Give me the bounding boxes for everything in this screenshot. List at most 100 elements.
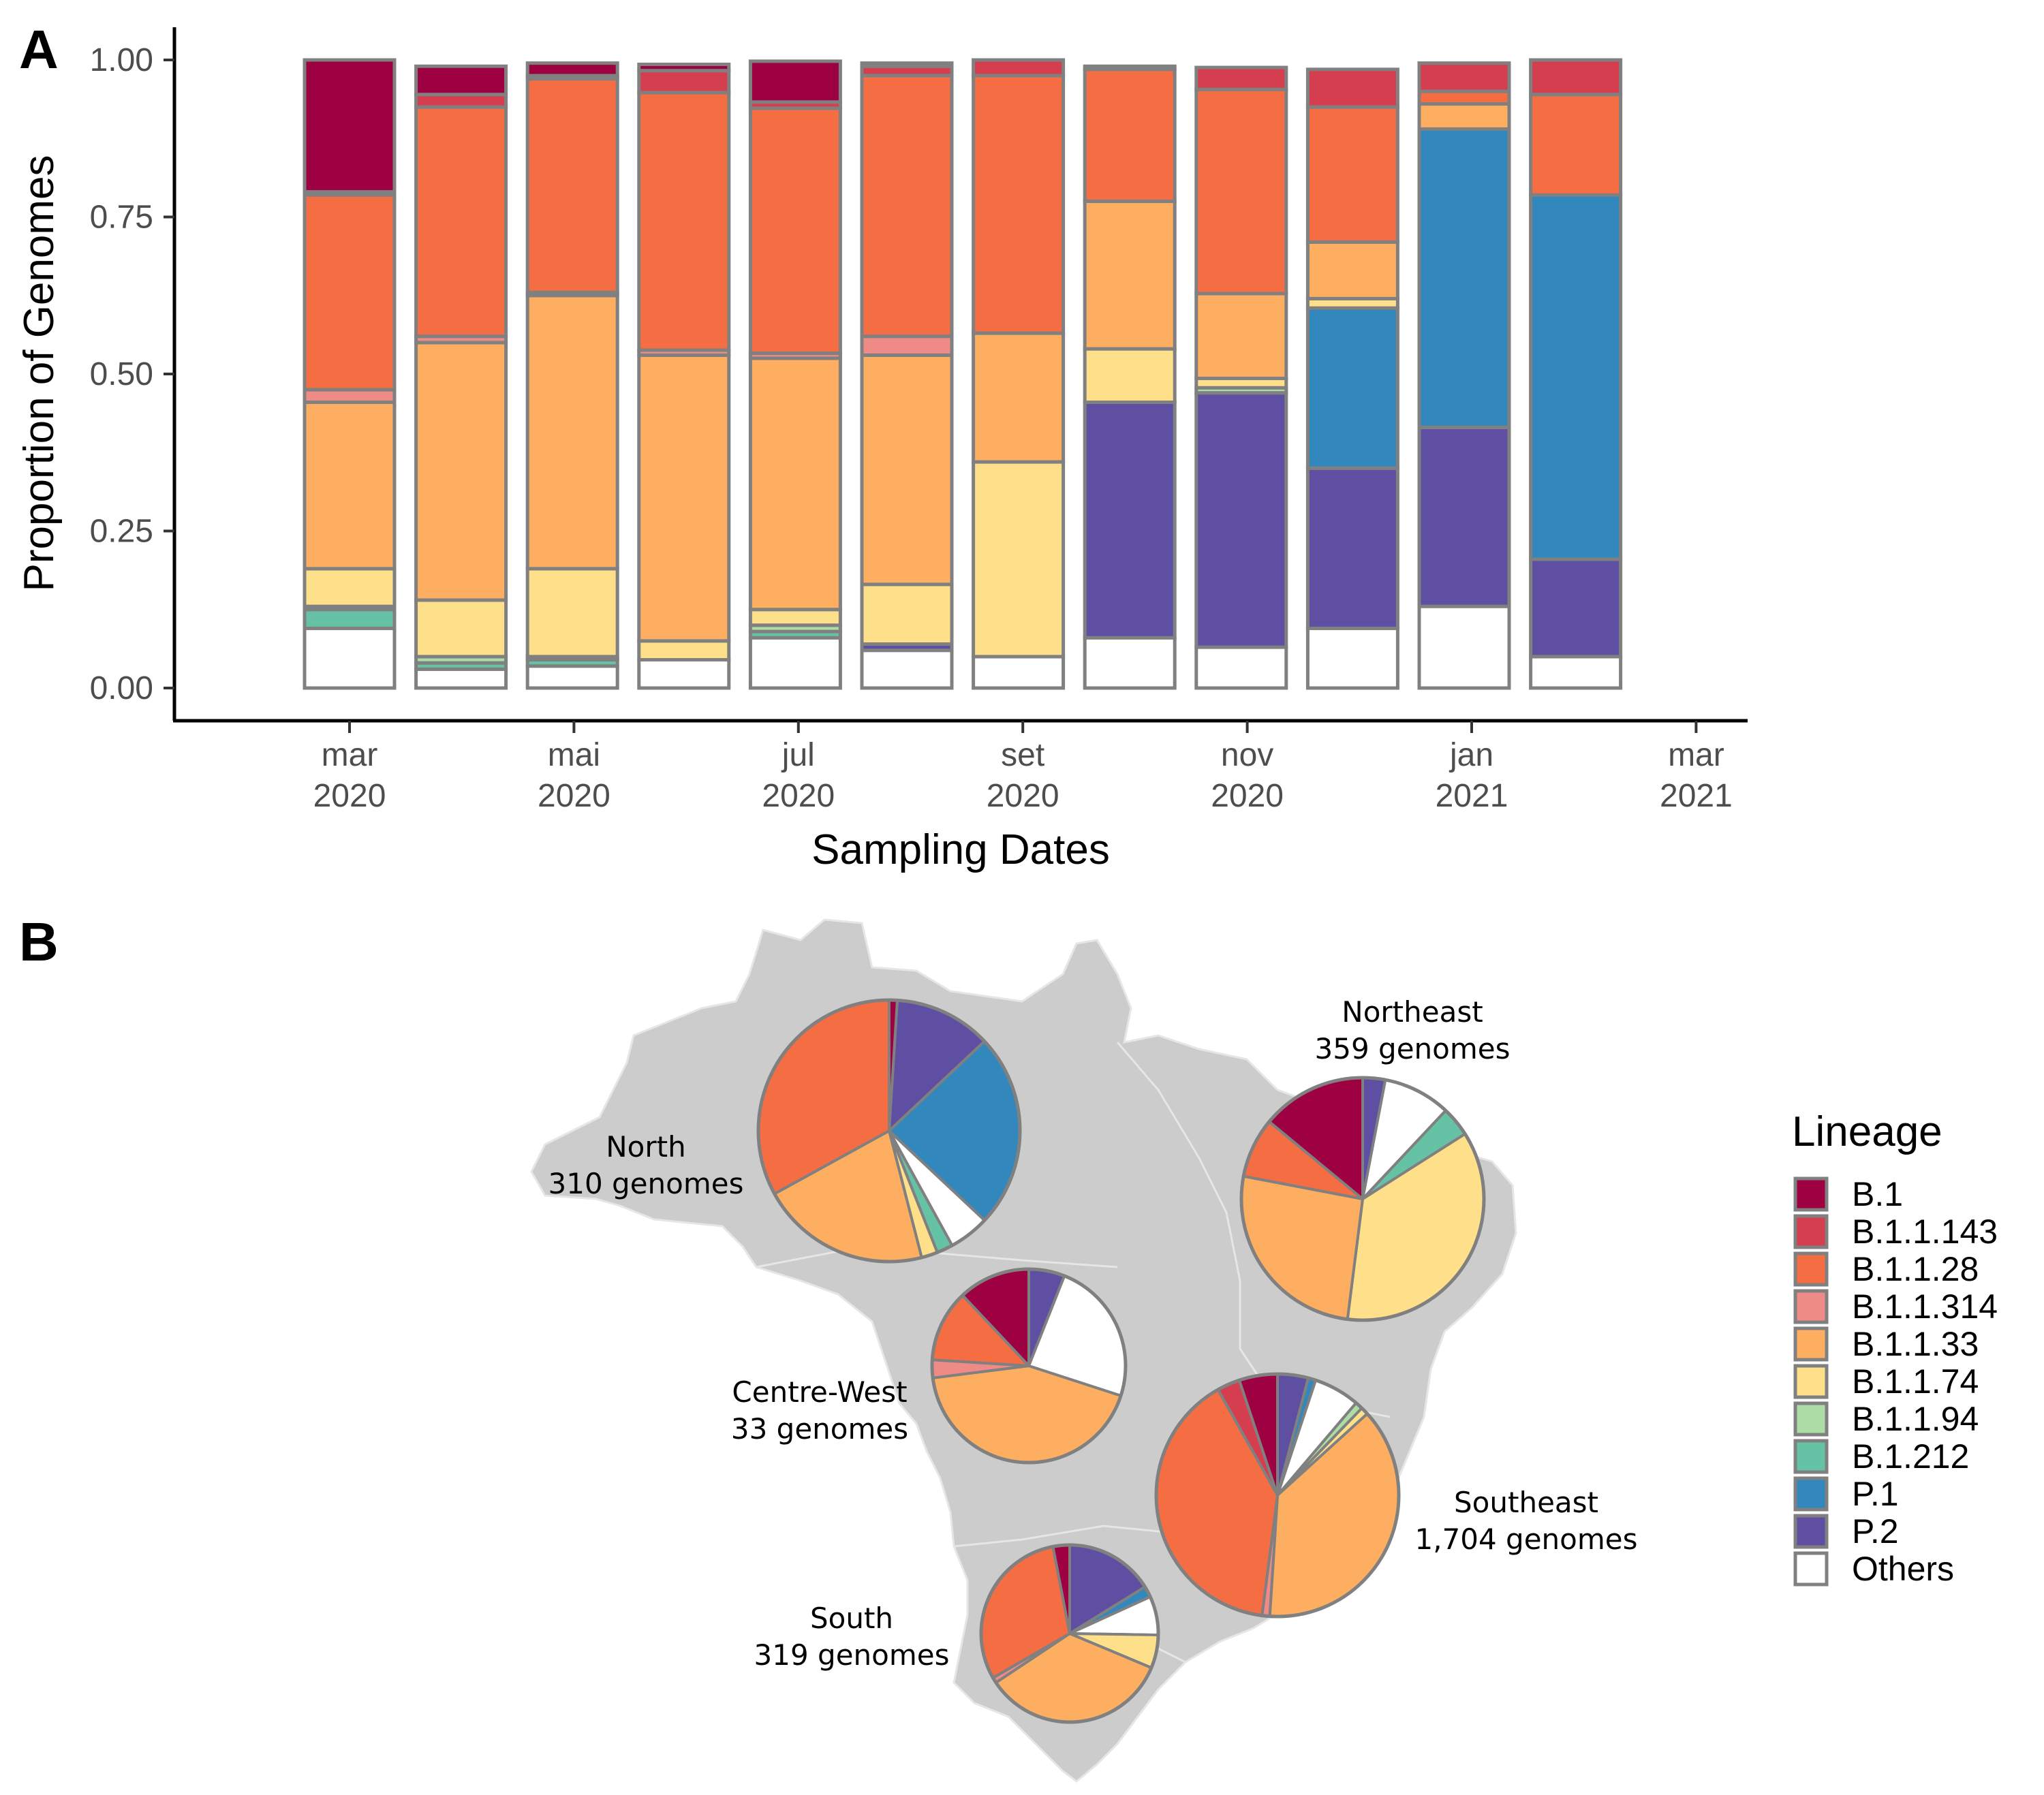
bar-segment-b-1-1-143: [414, 93, 508, 109]
x-tick-label-month: mar: [1668, 737, 1724, 773]
region-name-label: South: [810, 1602, 893, 1635]
bar-segment-b-1: [637, 62, 731, 73]
bar-stack-2020-08: [860, 61, 954, 690]
bar-segment-p-2: [1305, 466, 1399, 630]
bar-segment-others: [1305, 626, 1399, 690]
x-tick-label-year: 2021: [1660, 778, 1733, 814]
pie-outline: [1239, 1076, 1486, 1322]
legend-label: B.1: [1852, 1175, 1903, 1213]
x-tick-label-month: jan: [1449, 737, 1493, 773]
legend-swatch: [1793, 1326, 1829, 1362]
legend-item-b-1-1-33: B.1.1.33: [1793, 1325, 1979, 1363]
bar-segment-others: [748, 636, 842, 690]
legend-label: Others: [1852, 1550, 1954, 1588]
bar-segment-b-1-1-74: [860, 582, 954, 646]
bar-segment-b-1-1-28: [748, 106, 842, 356]
bar-segment-b-1-1-74: [637, 639, 731, 662]
legend-title: Lineage: [1792, 1108, 1942, 1155]
bar-segment-b-1-1-143: [1529, 58, 1623, 97]
bar-stack-2020-11: [1194, 65, 1288, 690]
legend-label: B.1.1.74: [1852, 1362, 1979, 1401]
bar-segment-b-1-1-314: [860, 334, 954, 357]
bar-segment-b-1-1-74: [1083, 347, 1177, 404]
bar-stack-2020-05: [525, 61, 619, 690]
x-tick-label-year: 2020: [313, 778, 386, 814]
region-count-label: 310 genomes: [548, 1167, 744, 1200]
pie-outline: [979, 1543, 1160, 1724]
bar-segment-others: [860, 649, 954, 690]
lineage-legend: Lineage B.1B.1.1.143B.1.1.28B.1.1.314B.1…: [1792, 1108, 1998, 1588]
legend-item-p-1: P.1: [1793, 1475, 1899, 1513]
bar-segment-others: [972, 655, 1066, 690]
x-tick-label-month: jul: [781, 737, 815, 773]
bar-segment-b-1: [414, 64, 508, 97]
pie-south: [979, 1543, 1160, 1724]
bar-stack-2020-12: [1305, 67, 1399, 690]
bar-segment-b-1-1-28: [972, 74, 1066, 335]
y-axis-ticks: 0.00 0.25 0.50 0.75 1.00: [90, 42, 174, 706]
bar-segment-p-2: [1083, 400, 1177, 640]
pie-northeast: [1239, 1076, 1486, 1322]
y-tick-label: 0.25: [90, 514, 153, 550]
bar-segment-b-1-1-143: [637, 69, 731, 95]
region-name-label: Northeast: [1342, 995, 1483, 1029]
x-tick-label-month: mai: [548, 737, 600, 773]
bar-segment-b-1-1-143: [1194, 65, 1288, 91]
bar-segment-p-2: [1529, 557, 1623, 659]
x-tick-label-month: nov: [1221, 737, 1273, 773]
bar-segment-b-1-1-33: [525, 294, 619, 571]
region-name-label: Southeast: [1454, 1486, 1598, 1519]
legend-swatch: [1793, 1176, 1829, 1212]
pie-southeast: [1154, 1372, 1401, 1619]
panel-a-letter: A: [19, 19, 59, 80]
bar-segment-b-1-1-74: [414, 598, 508, 659]
legend-item-b-1-1-74: B.1.1.74: [1793, 1362, 1979, 1401]
bar-segment-b-1-1-33: [303, 400, 397, 571]
region-count-label: 33 genomes: [731, 1412, 908, 1446]
bar-stack-2020-07: [748, 59, 842, 690]
bar-segment-b-1-1-28: [1417, 89, 1511, 106]
y-tick-label: 0.75: [90, 200, 153, 236]
bar-segment-b-1-1-33: [1305, 240, 1399, 300]
legend-label: B.1.1.143: [1852, 1213, 1998, 1251]
bar-segment-b-1-1-28: [637, 91, 731, 352]
x-tick-label-month: set: [1001, 737, 1044, 773]
x-axis-ticks: mar 2020 mai 2020 jul 2020 set 2020 nov 2020 jan 20…: [313, 721, 1733, 814]
region-count-label: 1,704 genomes: [1414, 1523, 1637, 1556]
legend-item-b-1-1-314: B.1.1.314: [1793, 1287, 1998, 1326]
x-tick-label-year: 2020: [1211, 778, 1284, 814]
legend-label: B.1.1.314: [1852, 1287, 1998, 1326]
bar-segment-p-2: [1417, 425, 1511, 608]
bar-segment-others: [525, 664, 619, 690]
region-pies: [756, 998, 1486, 1724]
bar-segment-p-1: [1305, 306, 1399, 470]
bar-stack-2020-06: [637, 62, 731, 690]
legend-swatch: [1793, 1551, 1829, 1587]
bar-segment-b-1-1-143: [1083, 64, 1177, 72]
bar-segment-b-1-1-74: [525, 567, 619, 659]
bar-segment-b-1-1-33: [748, 356, 842, 612]
x-tick-label-year: 2020: [762, 778, 835, 814]
bar-segment-others: [1083, 636, 1177, 690]
bar-segment-b-1-1-28: [1194, 87, 1288, 296]
bar-segment-b-1-1-33: [1083, 199, 1177, 351]
legend-label: B.1.212: [1852, 1437, 1969, 1476]
legend-swatch: [1793, 1214, 1829, 1249]
pie-centre-west: [930, 1267, 1128, 1465]
bar-segment-b-1-212: [303, 608, 397, 630]
y-tick-label: 0.50: [90, 356, 153, 392]
legend-swatch: [1793, 1289, 1829, 1324]
region-count-label: 319 genomes: [754, 1638, 950, 1672]
y-tick-label: 1.00: [90, 42, 153, 78]
legend-item-others: Others: [1793, 1550, 1954, 1588]
bar-segment-p-1: [1417, 127, 1511, 429]
bar-stack-2020-04: [414, 64, 508, 690]
legend-item-b-1-1-94: B.1.1.94: [1793, 1400, 1979, 1438]
bar-stack-2020-03: [303, 58, 397, 690]
x-tick-label-year: 2020: [987, 778, 1059, 814]
bar-segment-b-1-1-74: [303, 567, 397, 608]
legend-item-b-1: B.1: [1793, 1175, 1903, 1213]
